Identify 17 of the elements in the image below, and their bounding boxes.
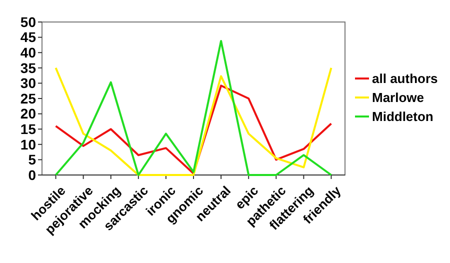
y-tick-label: 45 bbox=[20, 29, 36, 46]
y-tick-label: 20 bbox=[20, 106, 36, 122]
line-series bbox=[54, 84, 332, 174]
y-tick-label: 5 bbox=[28, 152, 36, 168]
legend-label: all authors bbox=[372, 71, 438, 86]
y-tick-label: 50 bbox=[20, 14, 36, 30]
y-tick-label: 15 bbox=[20, 121, 36, 137]
legend-label: Middleton bbox=[372, 109, 434, 124]
line-series bbox=[54, 66, 332, 176]
y-tick-label: 0 bbox=[28, 166, 36, 183]
y-tick-label: 30 bbox=[20, 75, 36, 92]
legend-label: Marlowe bbox=[372, 90, 424, 106]
y-tick-label: 10 bbox=[20, 136, 36, 152]
line-series bbox=[54, 40, 332, 176]
y-tick-label: 35 bbox=[20, 60, 36, 76]
y-tick-label: 40 bbox=[20, 44, 36, 60]
y-tick-label: 25 bbox=[20, 90, 36, 106]
